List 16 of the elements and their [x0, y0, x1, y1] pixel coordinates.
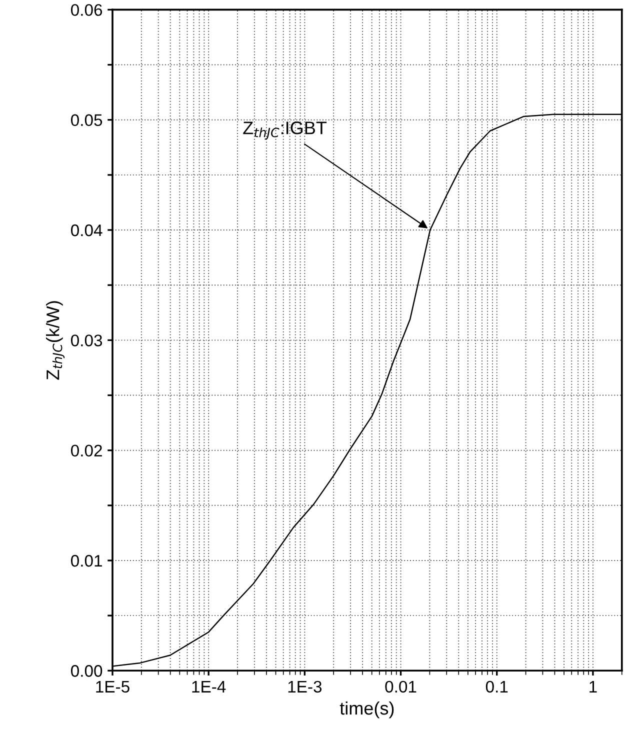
y-tick-label: 0.05 [70, 114, 102, 126]
x-tick-label: 0.01 [385, 680, 416, 693]
x-axis-title: time(s) [340, 701, 394, 718]
y-tick-label: 0.02 [70, 444, 102, 457]
y-tick-label: 0.00 [70, 665, 102, 677]
x-tick-label: 1E-4 [192, 680, 226, 692]
x-tick-label: 0.1 [486, 680, 508, 693]
y-tick-label: 0.01 [70, 554, 102, 567]
annotation: Z$_{thJC}$:IGBT [243, 122, 327, 140]
x-tick-label: 1E-5 [96, 680, 130, 693]
x-tick-label: 1 [590, 680, 597, 692]
y-tick-label: 0.06 [70, 4, 102, 16]
y-axis-title: Z$_{thJC}$(k/W) [46, 301, 65, 380]
x-tick-label: 1E-3 [288, 680, 322, 693]
y-tick-label: 0.04 [70, 224, 102, 236]
y-tick-label: 0.03 [70, 334, 102, 346]
